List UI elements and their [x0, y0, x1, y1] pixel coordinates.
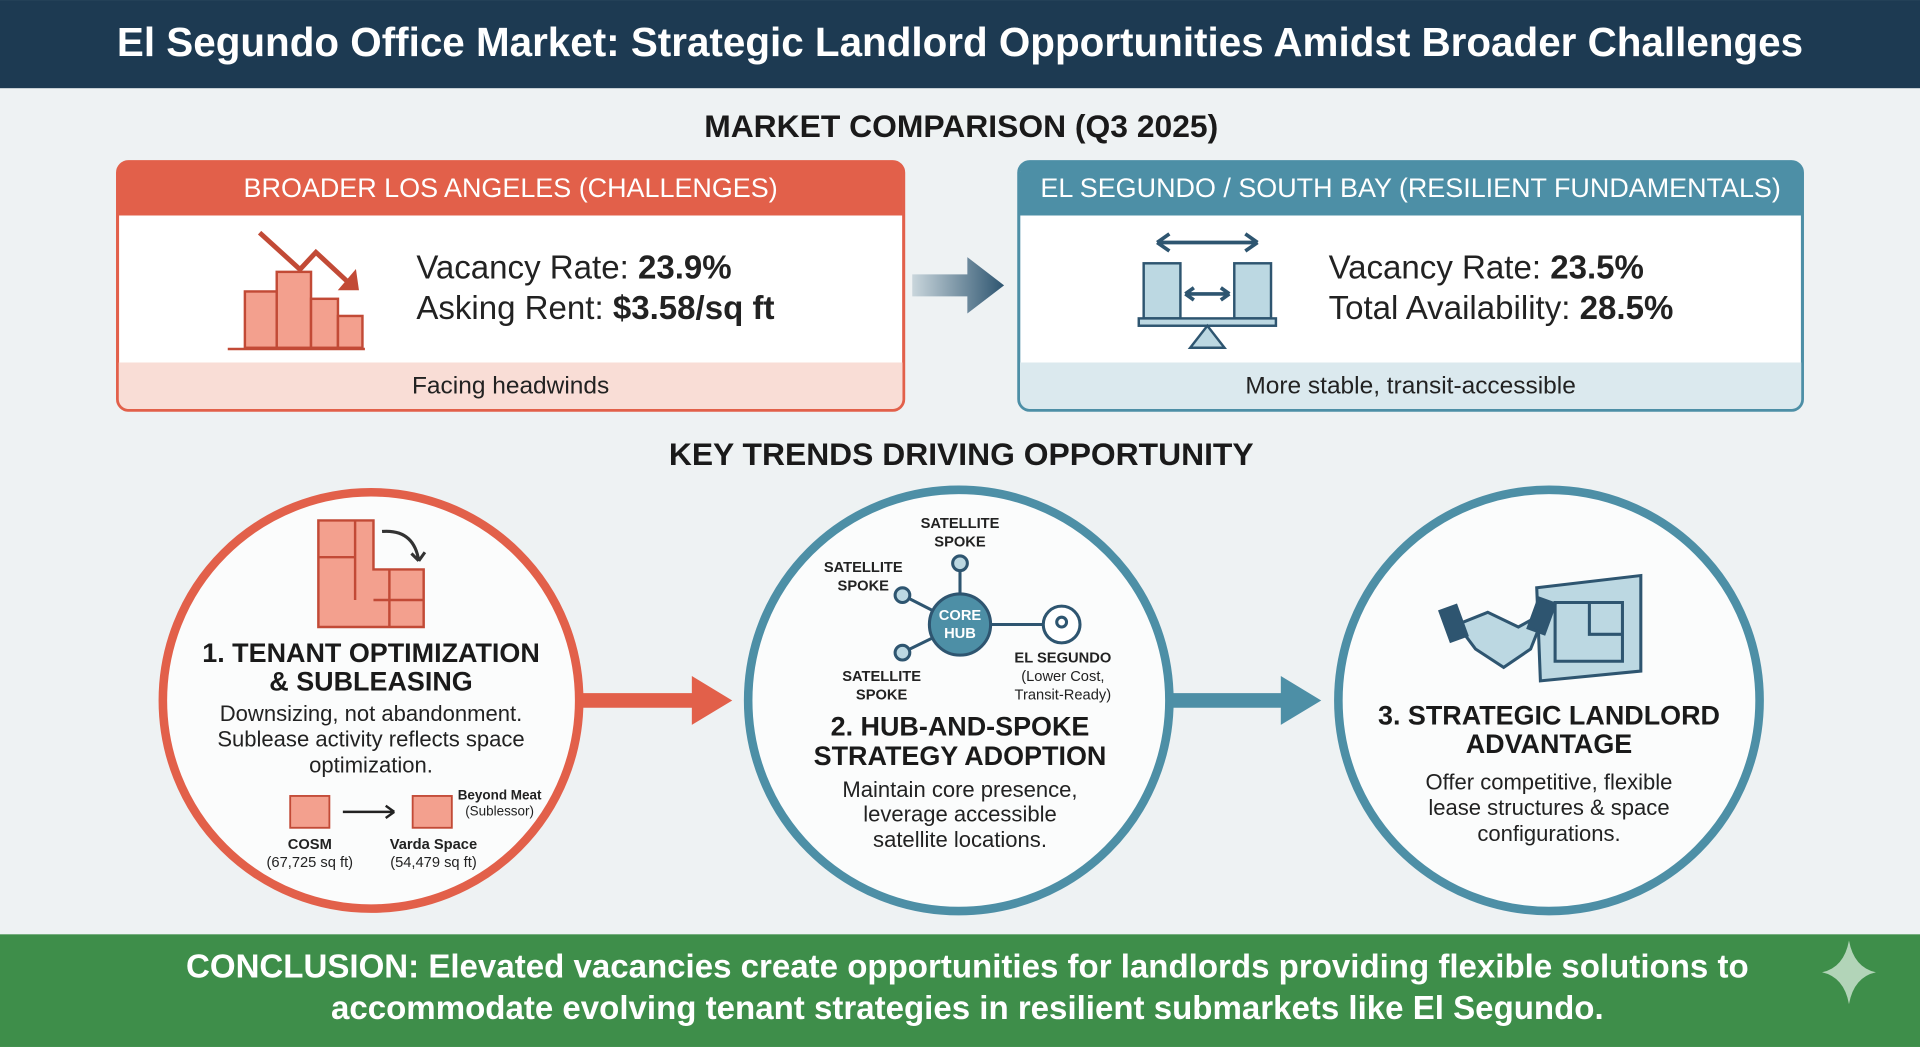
trend-body: Sublease activity reflects space [217, 727, 524, 752]
spoke-label: SATELLITE [824, 560, 903, 576]
trend-body: configurations. [1477, 821, 1620, 846]
hub-diagram [893, 554, 1082, 662]
conclusion-text: CONCLUSION: Elevated vacancies create op… [186, 948, 1749, 985]
spoke-label: SATELLITE [921, 516, 1000, 532]
trend-circle [1334, 485, 1764, 916]
trend-body: Downsizing, not abandonment. [220, 701, 523, 726]
stat-value: 28.5% [1580, 290, 1674, 327]
floorplan-icon [317, 519, 427, 629]
site-label: EL SEGUNDO [1014, 651, 1111, 667]
sublessor-name: Beyond Meat [458, 788, 542, 803]
card-footer-text: Facing headwinds [412, 372, 609, 399]
company-size: (67,725 sq ft) [267, 855, 354, 871]
sublessor-note: (Sublessor) [465, 803, 534, 818]
trend-body: lease structures & space [1428, 795, 1669, 820]
sparkle [1822, 940, 1876, 1005]
stat-value: $3.58/sq ft [613, 290, 775, 327]
trend-title: ADVANTAGE [1466, 729, 1633, 759]
stat-line: Asking Rent: $3.58/sq ft [416, 290, 774, 327]
page-title: El Segundo Office Market: Strategic Land… [117, 19, 1803, 65]
card-footer [1020, 362, 1802, 410]
spoke-label: SATELLITE [842, 669, 921, 685]
spoke-label: SPOKE [856, 687, 908, 703]
trend-body: optimization. [309, 752, 433, 777]
card-footer [118, 362, 903, 410]
trend-title: 1. TENANT OPTIMIZATION [202, 638, 540, 668]
card-footer-text: More stable, transit-accessible [1245, 372, 1575, 399]
trend-body: Offer competitive, flexible [1426, 770, 1673, 795]
stat-line: Vacancy Rate: 23.9% [416, 249, 731, 286]
city-icon [227, 230, 365, 351]
card-header [118, 162, 903, 216]
stat-label: Vacancy Rate: [1329, 249, 1541, 286]
trend-title: & SUBLEASING [269, 666, 472, 696]
sublease-icons [289, 795, 453, 829]
header-bar [0, 0, 1920, 89]
flow-arrow [1166, 675, 1322, 725]
company-size: (54,479 sq ft) [390, 855, 477, 871]
flow-arrow [577, 675, 733, 725]
card-title: BROADER LOS ANGELES (CHALLENGES) [244, 173, 778, 203]
right-card: EL SEGUNDO / SOUTH BAY (RESILIENT FUNDAM… [1017, 160, 1804, 412]
stat-line: Vacancy Rate: 23.5% [1329, 249, 1644, 286]
stat-label: Total Availability: [1329, 290, 1571, 327]
site-note: (Lower Cost, [1021, 669, 1104, 685]
spoke-label: SPOKE [838, 578, 890, 594]
stat-value: 23.5% [1550, 249, 1644, 286]
trend-title: 2. HUB-AND-SPOKE [831, 712, 1090, 742]
section-title: KEY TRENDS DRIVING OPPORTUNITY [669, 436, 1254, 472]
handshake-icon [1438, 573, 1643, 683]
trend-title: STRATEGY ADOPTION [814, 741, 1107, 771]
compare-arrow [912, 257, 1005, 314]
stat-value: 23.9% [638, 249, 732, 286]
balance-icon [1137, 232, 1278, 350]
spoke-label: SPOKE [934, 534, 986, 550]
stat-label: Vacancy Rate: [416, 249, 628, 286]
conclusion-text: accommodate evolving tenant strategies i… [331, 990, 1604, 1027]
company-name: COSM [288, 837, 332, 853]
trend-body: Maintain core presence, [842, 777, 1077, 802]
left-card: BROADER LOS ANGELES (CHALLENGES) Vacancy… [116, 160, 906, 412]
hub-label: CORE [939, 608, 982, 624]
company-name: Varda Space [390, 837, 477, 853]
hub-label: HUB [944, 626, 976, 642]
stat-line: Total Availability: 28.5% [1329, 290, 1674, 327]
card-header [1020, 162, 1802, 216]
section-title: MARKET COMPARISON (Q3 2025) [704, 108, 1218, 144]
conclusion-bar [0, 934, 1920, 1047]
trend-body: leverage accessible [863, 801, 1057, 826]
site-note: Transit-Ready) [1015, 687, 1112, 703]
trend-title: 3. STRATEGIC LANDLORD [1378, 701, 1720, 731]
trend-body: satellite locations. [873, 827, 1047, 852]
stat-label: Asking Rent: [416, 290, 603, 327]
card-title: EL SEGUNDO / SOUTH BAY (RESILIENT FUNDAM… [1040, 173, 1780, 203]
